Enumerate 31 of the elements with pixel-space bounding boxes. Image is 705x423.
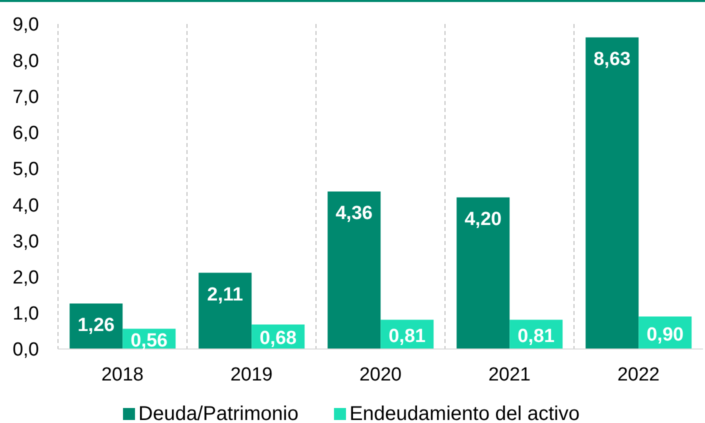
y-tick-label: 5,0 [12, 159, 39, 180]
bar [456, 197, 510, 349]
data-label: 0,81 [518, 326, 556, 347]
y-tick-label: 4,0 [12, 195, 39, 216]
x-tick-label: 2018 [101, 364, 144, 386]
bar [328, 192, 381, 349]
data-label: 0,68 [260, 328, 297, 350]
x-tick-label: 2020 [359, 364, 402, 386]
y-tick-label: 8,0 [12, 50, 39, 72]
data-label: 2,11 [207, 284, 244, 306]
y-tick-label: 3,0 [12, 231, 39, 252]
bar [198, 272, 252, 349]
x-tick-label: 2022 [617, 364, 660, 386]
bar [586, 37, 639, 349]
y-tick-label: 0,0 [12, 340, 39, 361]
data-label: 0,81 [388, 326, 426, 347]
data-label: 0,90 [646, 324, 684, 346]
data-label: 0,56 [130, 330, 168, 352]
data-label: 1,26 [78, 315, 115, 336]
data-label: 4,36 [336, 203, 373, 224]
data-label: 4,20 [464, 208, 502, 230]
y-tick-label: 1,0 [12, 304, 39, 325]
legend-label: Endeudamiento del activo [349, 403, 580, 423]
y-tick-label: 2,0 [12, 268, 39, 289]
y-tick-label: 9,0 [12, 14, 39, 36]
legend-label: Deuda/Patrimonio [138, 403, 298, 423]
x-tick-label: 2021 [488, 364, 531, 386]
x-tick-label: 2019 [230, 364, 273, 386]
data-label: 8,63 [594, 48, 631, 70]
y-tick-label: 7,0 [12, 86, 39, 108]
y-tick-label: 6,0 [12, 123, 39, 144]
